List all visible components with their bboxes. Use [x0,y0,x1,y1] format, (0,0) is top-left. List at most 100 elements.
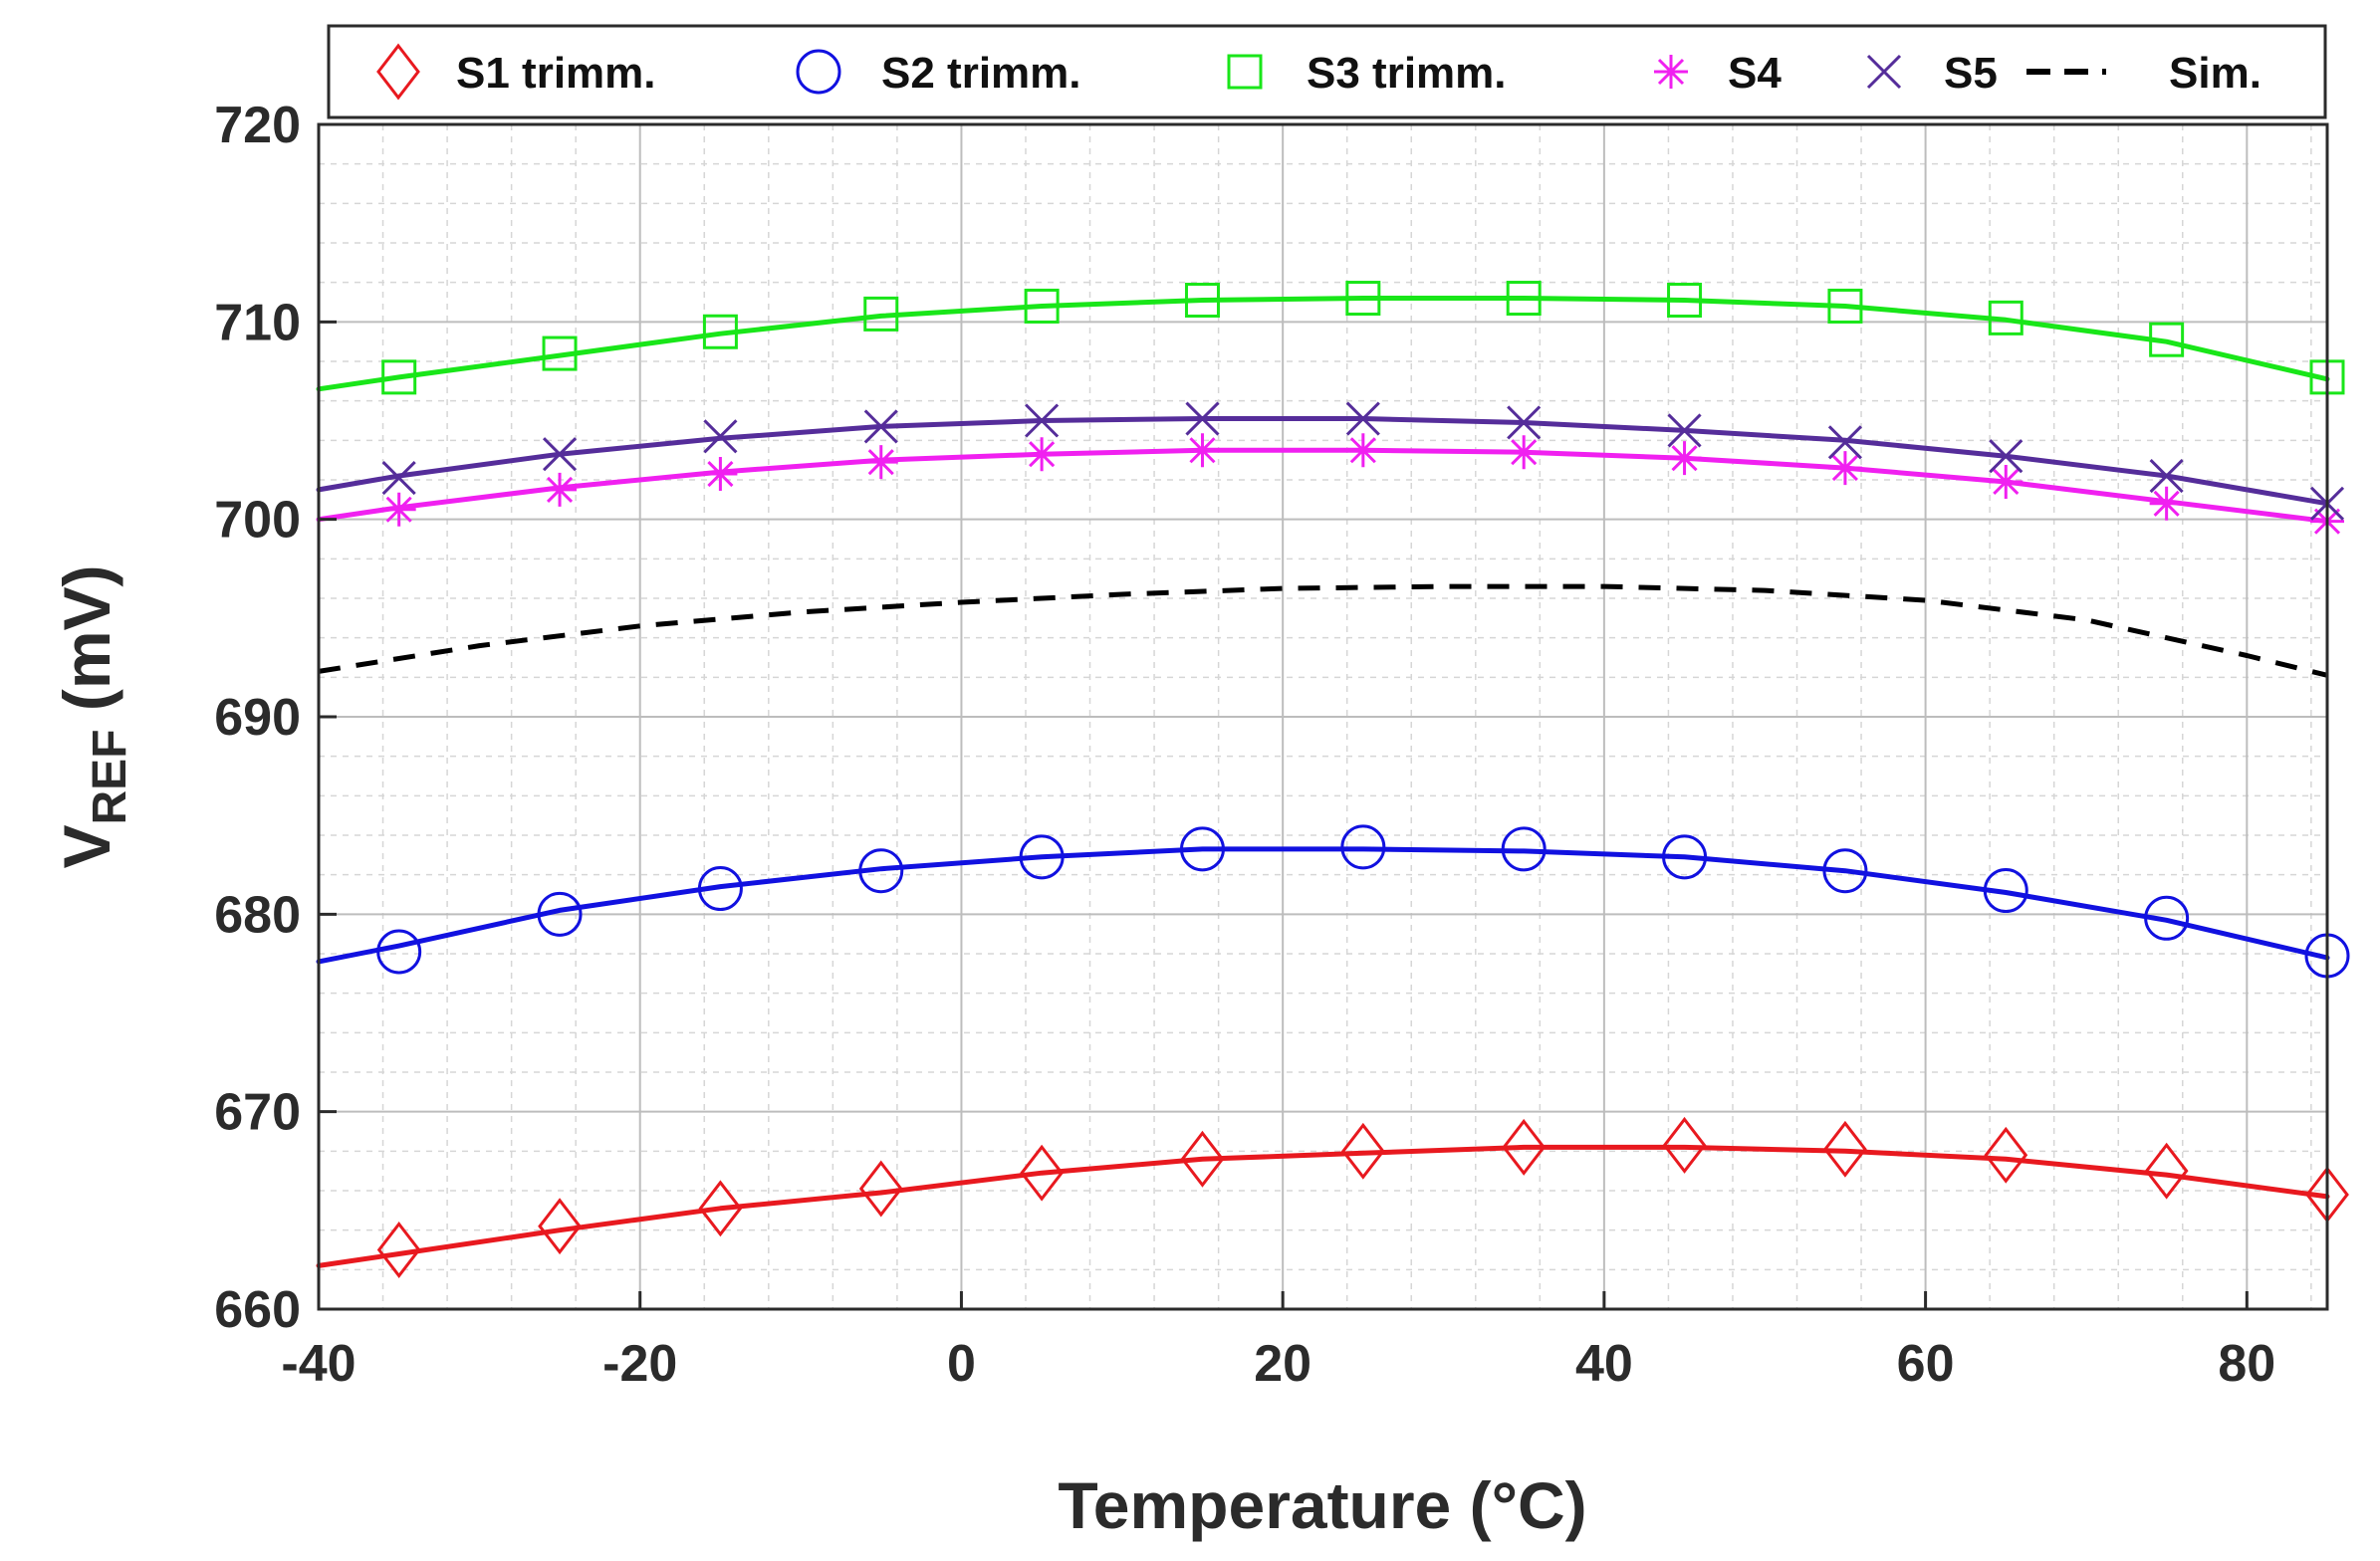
data-point-s3-trimm [381,359,417,395]
series-s4 [316,433,2344,539]
legend-entry-s4: S4 [1654,49,1782,98]
data-point-s4 [1507,435,1542,470]
data-point-s4 [863,445,898,480]
data-point-s4 [703,457,738,492]
data-point-s5 [1345,401,1380,436]
data-point-s2-trimm [1340,824,1386,870]
legend-marker-s5 [1866,54,1902,90]
data-point-s2-trimm [1983,868,2028,914]
series-line-s4 [316,447,2330,525]
data-point-s4 [1667,441,1702,476]
y-axis-title-unit: (mV) [50,564,123,729]
data-point-s2-trimm [376,929,422,975]
series-line-sim [318,583,2328,678]
data-point-s1-trimm [1662,1116,1707,1174]
data-point-s4 [1025,437,1060,472]
x-axis: -40 -20 0 20 40 60 80 [281,1291,2275,1393]
data-point-s2-trimm [1501,826,1547,872]
data-point-s3-trimm [1024,288,1060,324]
data-point-s5 [1025,403,1060,438]
x-tick-label: 20 [1254,1335,1311,1393]
data-point-s5 [542,437,578,472]
data-point-s5 [2149,458,2184,494]
x-tick-label: 80 [2218,1335,2275,1393]
legend-entry-s5: S5 [1866,49,1998,98]
data-point-s5 [703,419,738,454]
x-tick-label: 0 [947,1335,976,1393]
data-point-s1-trimm [1502,1118,1547,1176]
series-sim [318,583,2328,678]
data-point-s4 [381,492,416,527]
data-point-s1-trimm [698,1180,743,1237]
data-point-s2-trimm [1019,834,1065,880]
x-tick-label: -20 [602,1335,677,1393]
series-line-s5 [316,416,2330,507]
data-point-s4 [1989,464,2023,499]
data-point-s3-trimm [542,335,578,371]
data-point-s3-trimm [702,314,738,349]
series-line-s2-trimm [316,846,2330,965]
y-tick-label: 720 [214,97,301,154]
legend-marker-s3-trimm [1227,54,1263,90]
series-s1-trimm [316,1116,2349,1278]
data-point-s3-trimm [863,296,899,332]
data-point-s5 [863,409,898,444]
legend: S1 trimm. S2 trimm. S3 trimm. S4 S5 Sim. [327,24,2327,119]
legend-marker-s1-trimm [376,43,420,101]
y-tick-label: 690 [214,689,301,747]
data-point-s3-trimm [1827,288,1863,324]
series-line-s1-trimm [316,1144,2330,1268]
y-axis: 660 670 680 690 700 710 720 [214,97,337,1339]
data-point-s2-trimm [1822,848,1868,894]
series-s3-trimm [316,281,2345,395]
data-point-s3-trimm [1345,281,1381,317]
legend-entry-s2-trimm: S2 trimm. [796,49,1081,98]
data-point-s4 [543,472,578,507]
data-point-s5 [1827,425,1862,460]
series-s2-trimm [316,824,2350,979]
data-point-s1-trimm [538,1198,582,1255]
legend-entry-s3-trimm: S3 trimm. [1227,49,1507,98]
legend-label-sim: Sim. [2169,49,2261,98]
y-axis-title-main: V [50,824,123,868]
y-tick-label: 710 [214,294,301,351]
data-point-s1-trimm [1020,1144,1065,1202]
legend-label-s4: S4 [1728,49,1782,98]
legend-box [327,24,2327,119]
data-point-s4 [1827,451,1862,486]
data-point-s2-trimm [858,848,904,894]
data-point-s4 [1345,433,1380,468]
data-point-s3-trimm [2149,322,2185,357]
plot-area [316,122,2350,1311]
y-axis-title-subscript: REF [84,729,136,824]
data-point-s5 [381,460,416,496]
x-tick-label: -40 [281,1335,356,1393]
series-layer [316,281,2350,1278]
data-point-s5 [1989,439,2023,474]
data-point-s2-trimm [2144,895,2190,941]
series-line-s3-trimm [316,296,2330,392]
x-tick-label: 60 [1897,1335,1955,1393]
data-point-s1-trimm [1823,1120,1867,1178]
data-point-s5 [1667,413,1702,448]
y-tick-label: 670 [214,1084,301,1142]
legend-label-s5: S5 [1944,49,1998,98]
data-point-s3-trimm [1184,283,1220,319]
legend-marker-s2-trimm [796,49,841,95]
data-point-s5 [1507,405,1542,440]
x-tick-label: 40 [1575,1335,1633,1393]
legend-marker-s4 [1654,55,1688,89]
legend-entry-s1-trimm: S1 trimm. [376,43,656,101]
data-point-s1-trimm [1984,1126,2028,1184]
data-point-s1-trimm [376,1222,421,1278]
legend-label-s2-trimm: S2 trimm. [881,49,1081,98]
legend-label-s1-trimm: S1 trimm. [456,49,656,98]
data-point-s1-trimm [1180,1130,1225,1188]
y-tick-label: 680 [214,886,301,944]
data-point-s1-trimm [1340,1122,1385,1180]
data-point-s2-trimm [1179,826,1225,872]
data-point-s3-trimm [1988,300,2023,335]
data-point-s1-trimm [858,1160,903,1218]
legend-label-s3-trimm: S3 trimm. [1307,49,1507,98]
